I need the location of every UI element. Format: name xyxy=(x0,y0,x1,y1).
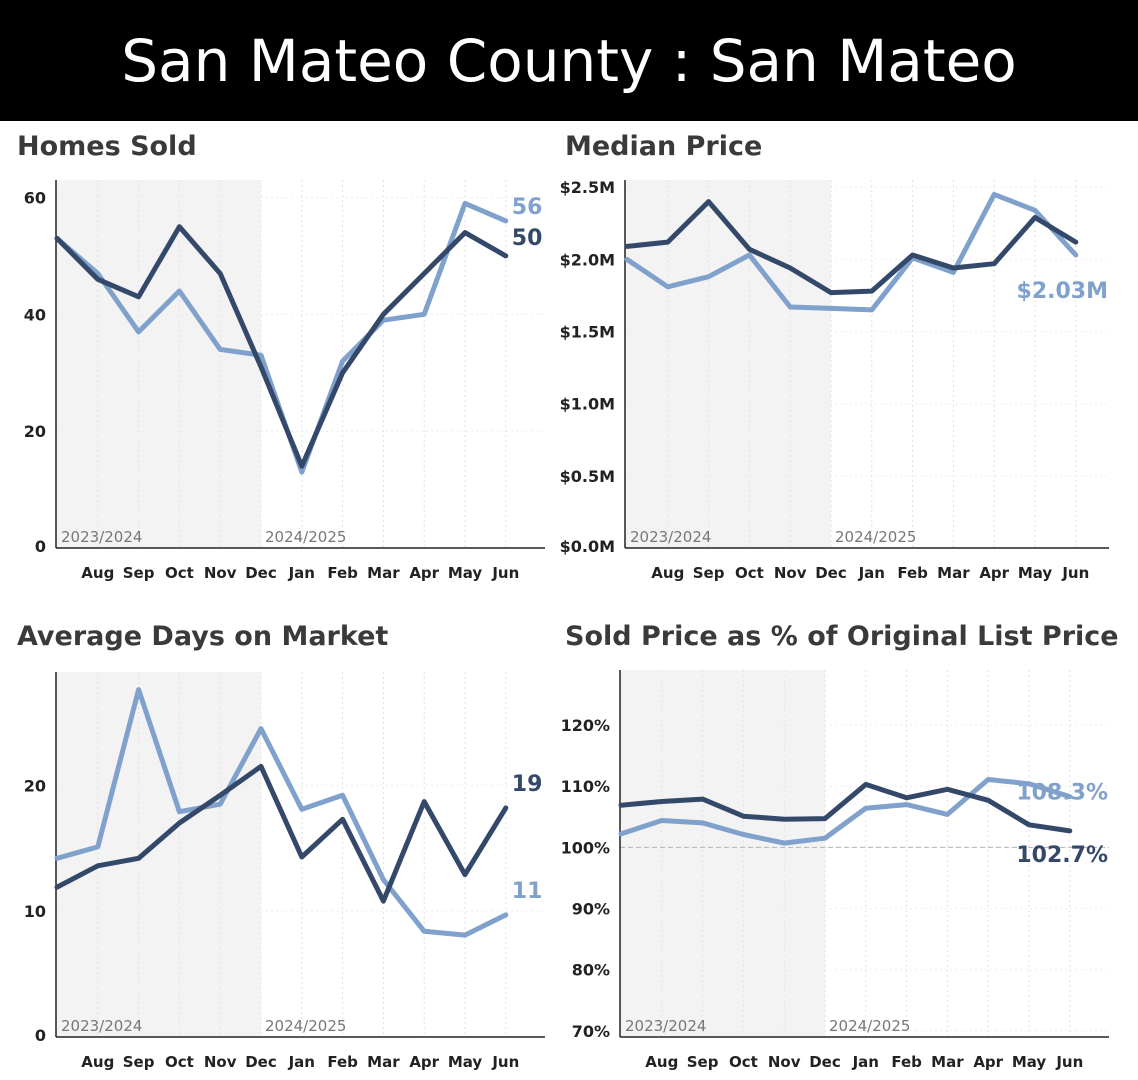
shaded-period-region xyxy=(620,670,825,1037)
x-tick-label: Aug xyxy=(81,564,114,582)
x-tick-label: Feb xyxy=(327,564,358,582)
x-tick-label: Aug xyxy=(651,564,684,582)
x-tick-label: May xyxy=(1012,1053,1047,1071)
y-tick-label: 20 xyxy=(24,776,46,795)
x-tick-label: Dec xyxy=(245,1053,277,1071)
x-tick-label: Feb xyxy=(891,1053,922,1071)
series-line-previous xyxy=(618,777,1073,846)
sold-price-pct-chart: 70% 80% 90% 100% 110% 120% Aug Sep Oct Nov Dec Jan F… xyxy=(561,670,1109,1071)
x-tick-label: May xyxy=(448,1053,483,1071)
x-tick-label: Aug xyxy=(81,1053,114,1071)
x-tick-label: Oct xyxy=(165,1053,194,1071)
x-tick-label: Jun xyxy=(491,564,519,582)
page-title: San Mateo County : San Mateo xyxy=(121,26,1017,95)
end-label-previous: 108.3% xyxy=(1016,781,1108,806)
end-label-previous: 11 xyxy=(512,879,543,904)
x-tick-label: Dec xyxy=(809,1053,841,1071)
x-tick-label: Apr xyxy=(409,564,439,582)
x-tick-label: Feb xyxy=(327,1053,358,1071)
x-tick-label: Mar xyxy=(931,1053,964,1071)
series-line-current xyxy=(54,224,509,469)
y-tick-label: 60 xyxy=(24,189,46,208)
y-tick-label: 80% xyxy=(572,961,610,980)
series-line-previous xyxy=(624,191,1079,313)
x-tick-label: Oct xyxy=(165,564,194,582)
y-tick-label: 0 xyxy=(35,1026,46,1045)
x-tick-label: Jan xyxy=(288,564,315,582)
x-tick-label: Sep xyxy=(693,564,725,582)
period-label-previous: 2023/2024 xyxy=(61,1017,142,1035)
x-tick-label: Jun xyxy=(491,1053,519,1071)
median-price-title: Median Price xyxy=(565,131,763,162)
x-tick-label: Sep xyxy=(123,1053,155,1071)
period-label-current: 2024/2025 xyxy=(829,1017,910,1035)
period-label-previous: 2023/2024 xyxy=(625,1017,706,1035)
shaded-period-region xyxy=(56,180,261,548)
x-tick-label: Jan xyxy=(288,1053,315,1071)
x-tick-label: Sep xyxy=(687,1053,719,1071)
period-label-previous: 2023/2024 xyxy=(61,528,142,546)
page-header: San Mateo County : San Mateo xyxy=(0,0,1138,121)
average-days-on-market-chart: 0 10 20 Aug Sep Oct Nov Dec Jan Feb Mar Apr May Jun 20… xyxy=(24,672,545,1071)
x-tick-label: Mar xyxy=(367,1053,400,1071)
x-tick-label: Apr xyxy=(973,1053,1003,1071)
y-tick-label: 110% xyxy=(561,777,610,796)
y-tick-label: $2.5M xyxy=(560,178,615,197)
x-tick-label: Nov xyxy=(774,564,807,582)
x-tick-label: Jan xyxy=(852,1053,879,1071)
y-tick-label: 70% xyxy=(572,1022,610,1041)
shaded-period-region xyxy=(56,672,261,1037)
shaded-period-region xyxy=(625,180,831,548)
y-tick-label: 20 xyxy=(24,422,46,441)
x-tick-label: Aug xyxy=(645,1053,678,1071)
x-tick-label: Jun xyxy=(1055,1053,1083,1071)
y-tick-label: 0 xyxy=(35,537,46,556)
x-tick-label: Feb xyxy=(897,564,928,582)
x-tick-label: Nov xyxy=(204,1053,237,1071)
x-tick-label: Oct xyxy=(735,564,764,582)
x-tick-label: Sep xyxy=(123,564,155,582)
x-tick-label: Nov xyxy=(768,1053,801,1071)
sold-price-pct-title: Sold Price as % of Original List Price xyxy=(565,621,1119,652)
homes-sold-title: Homes Sold xyxy=(17,131,197,162)
x-tick-label: May xyxy=(1018,564,1053,582)
period-label-current: 2024/2025 xyxy=(835,528,916,546)
y-tick-label: 10 xyxy=(24,902,46,921)
x-tick-label: May xyxy=(448,564,483,582)
homes-sold-chart: 0 20 40 60 Aug Sep Oct Nov Dec Jan Feb Mar Apr May Jun… xyxy=(24,180,545,582)
period-label-previous: 2023/2024 xyxy=(630,528,711,546)
y-tick-label: $2.0M xyxy=(560,250,615,269)
median-price-chart: $0.0M $0.5M $1.0M $1.5M $2.0M $2.5M Aug Sep Oct N… xyxy=(560,178,1109,582)
series-line-current xyxy=(624,199,1079,296)
series-line-previous xyxy=(54,687,509,938)
y-tick-label: $0.0M xyxy=(560,537,615,556)
series-line-current xyxy=(618,781,1073,834)
end-label-current: 102.7% xyxy=(1016,843,1108,868)
x-tick-label: Apr xyxy=(979,564,1009,582)
end-label-previous: 56 xyxy=(512,195,543,220)
y-tick-label: $1.5M xyxy=(560,323,615,342)
period-label-current: 2024/2025 xyxy=(265,1017,346,1035)
end-label-current: 50 xyxy=(512,226,543,251)
end-label-previous: $2.03M xyxy=(1017,279,1108,304)
x-tick-label: Dec xyxy=(815,564,847,582)
y-tick-label: $1.0M xyxy=(560,395,615,414)
x-tick-label: Mar xyxy=(937,564,970,582)
period-label-current: 2024/2025 xyxy=(265,528,346,546)
x-tick-label: Apr xyxy=(409,1053,439,1071)
x-tick-label: Dec xyxy=(245,564,277,582)
x-tick-label: Oct xyxy=(729,1053,758,1071)
x-tick-label: Jan xyxy=(858,564,885,582)
y-tick-label: 120% xyxy=(561,716,610,735)
x-tick-label: Nov xyxy=(204,564,237,582)
x-tick-label: Jun xyxy=(1061,564,1089,582)
y-tick-label: 40 xyxy=(24,305,46,324)
average-days-on-market-title: Average Days on Market xyxy=(17,621,389,652)
end-label-current: 19 xyxy=(512,772,543,797)
y-tick-label: 100% xyxy=(561,838,610,857)
series-line-current xyxy=(54,763,509,904)
y-tick-label: 90% xyxy=(572,900,610,919)
x-tick-label: Mar xyxy=(367,564,400,582)
y-tick-label: $0.5M xyxy=(560,467,615,486)
